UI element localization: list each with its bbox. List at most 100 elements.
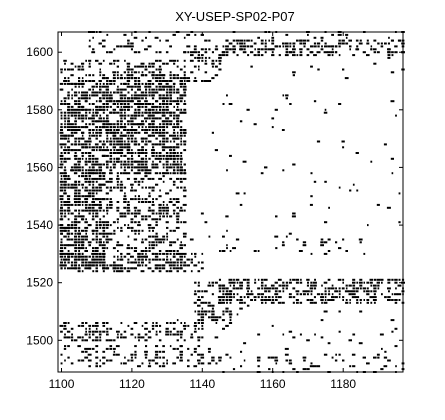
data-point-922 <box>165 140 169 143</box>
data-point-1968 <box>211 65 214 68</box>
data-point-2588 <box>70 327 74 330</box>
data-point-1500 <box>102 183 105 186</box>
data-point-2040 <box>306 54 310 57</box>
data-point-2806 <box>232 368 236 371</box>
data-point-1235 <box>74 218 78 221</box>
data-point-2559 <box>222 313 225 316</box>
data-point-2503 <box>401 290 405 293</box>
data-point-928 <box>165 108 169 111</box>
data-point-2962 <box>183 264 187 267</box>
data-point-1723 <box>144 169 148 172</box>
data-point-25 <box>63 252 67 255</box>
data-point-1393 <box>92 250 95 252</box>
data-point-1998 <box>250 51 254 54</box>
data-point-1846 <box>165 91 169 94</box>
data-point-2832 <box>310 362 313 365</box>
data-point-2265 <box>233 296 235 299</box>
data-point-2573 <box>228 293 233 296</box>
data-point-1089 <box>60 261 63 264</box>
data-point-1699 <box>137 105 141 108</box>
data-point-2660 <box>155 322 158 324</box>
data-point-220 <box>85 114 88 117</box>
data-point-2630 <box>113 339 116 342</box>
data-point-2478 <box>381 293 383 296</box>
data-point-2546 <box>211 304 215 307</box>
data-point-788 <box>151 186 155 189</box>
data-point-3074 <box>352 183 355 186</box>
data-point-2044 <box>313 54 317 57</box>
data-point-494 <box>120 186 123 189</box>
data-point-113 <box>74 209 77 212</box>
data-point-2763 <box>162 365 166 368</box>
data-point-1715 <box>140 123 145 126</box>
data-point-2937 <box>154 255 159 258</box>
data-point-442 <box>113 160 116 163</box>
data-point-1366 <box>87 224 92 227</box>
data-point-1435 <box>95 180 98 183</box>
data-point-1178 <box>66 201 71 203</box>
data-point-2278 <box>239 296 243 299</box>
data-point-1924 <box>183 131 187 134</box>
data-point-1734 <box>144 100 148 103</box>
data-point-2047 <box>316 51 321 54</box>
data-point-1226 <box>74 252 77 255</box>
data-point-750 <box>148 215 151 218</box>
data-point-1716 <box>141 120 144 123</box>
data-point-201 <box>84 226 89 229</box>
data-point-753 <box>147 201 152 203</box>
data-point-674 <box>137 80 141 82</box>
data-point-198 <box>84 255 88 258</box>
data-point-867 <box>158 65 162 68</box>
data-point-2206 <box>330 45 335 48</box>
data-point-1769 <box>151 94 155 97</box>
data-point-991 <box>173 62 176 65</box>
data-point-2285 <box>247 296 250 299</box>
data-point-647 <box>137 229 141 232</box>
data-point-2297 <box>254 281 257 284</box>
data-point-1298 <box>81 264 85 267</box>
data-point-2239 <box>401 31 405 33</box>
data-point-1459 <box>98 221 102 224</box>
data-point-1472 <box>98 166 102 169</box>
data-point-2121 <box>137 51 141 54</box>
data-point-2006 <box>260 48 264 51</box>
data-point-125 <box>73 154 78 157</box>
data-point-999 <box>176 221 180 224</box>
data-point-2497 <box>398 299 401 301</box>
data-point-1678 <box>133 131 138 134</box>
data-point-1394 <box>92 247 95 250</box>
data-point-1783 <box>154 117 159 120</box>
data-point-2803 <box>222 371 225 373</box>
data-point-2466 <box>373 301 376 304</box>
data-point-2462 <box>370 290 373 293</box>
data-point-3054 <box>309 203 313 206</box>
data-point-33 <box>63 177 67 180</box>
data-point-1983 <box>225 48 229 51</box>
data-point-460 <box>117 226 119 229</box>
data-point-2943 <box>162 258 165 261</box>
data-point-1903 <box>175 91 180 94</box>
data-point-2542 <box>211 319 215 322</box>
data-point-408 <box>110 224 112 227</box>
data-point-2405 <box>331 293 334 296</box>
data-point-553 <box>126 206 130 209</box>
data-point-2693 <box>201 336 204 339</box>
data-point-1856 <box>169 134 173 137</box>
data-point-547 <box>127 244 130 247</box>
data-point-1929 <box>183 94 187 97</box>
data-point-1143 <box>64 192 66 195</box>
data-point-937 <box>168 250 173 252</box>
data-point-1152 <box>63 157 67 160</box>
data-point-2583 <box>66 330 71 333</box>
data-point-2496 <box>394 278 398 281</box>
data-point-909 <box>166 226 169 229</box>
data-point-1495 <box>103 241 105 244</box>
data-point-1661 <box>131 149 133 152</box>
data-point-2321 <box>267 287 272 290</box>
data-point-1589 <box>116 129 119 131</box>
data-points <box>59 31 405 373</box>
data-point-2829 <box>302 356 307 359</box>
data-point-96 <box>71 97 73 100</box>
data-point-2112 <box>126 45 131 48</box>
data-point-130 <box>74 120 77 123</box>
